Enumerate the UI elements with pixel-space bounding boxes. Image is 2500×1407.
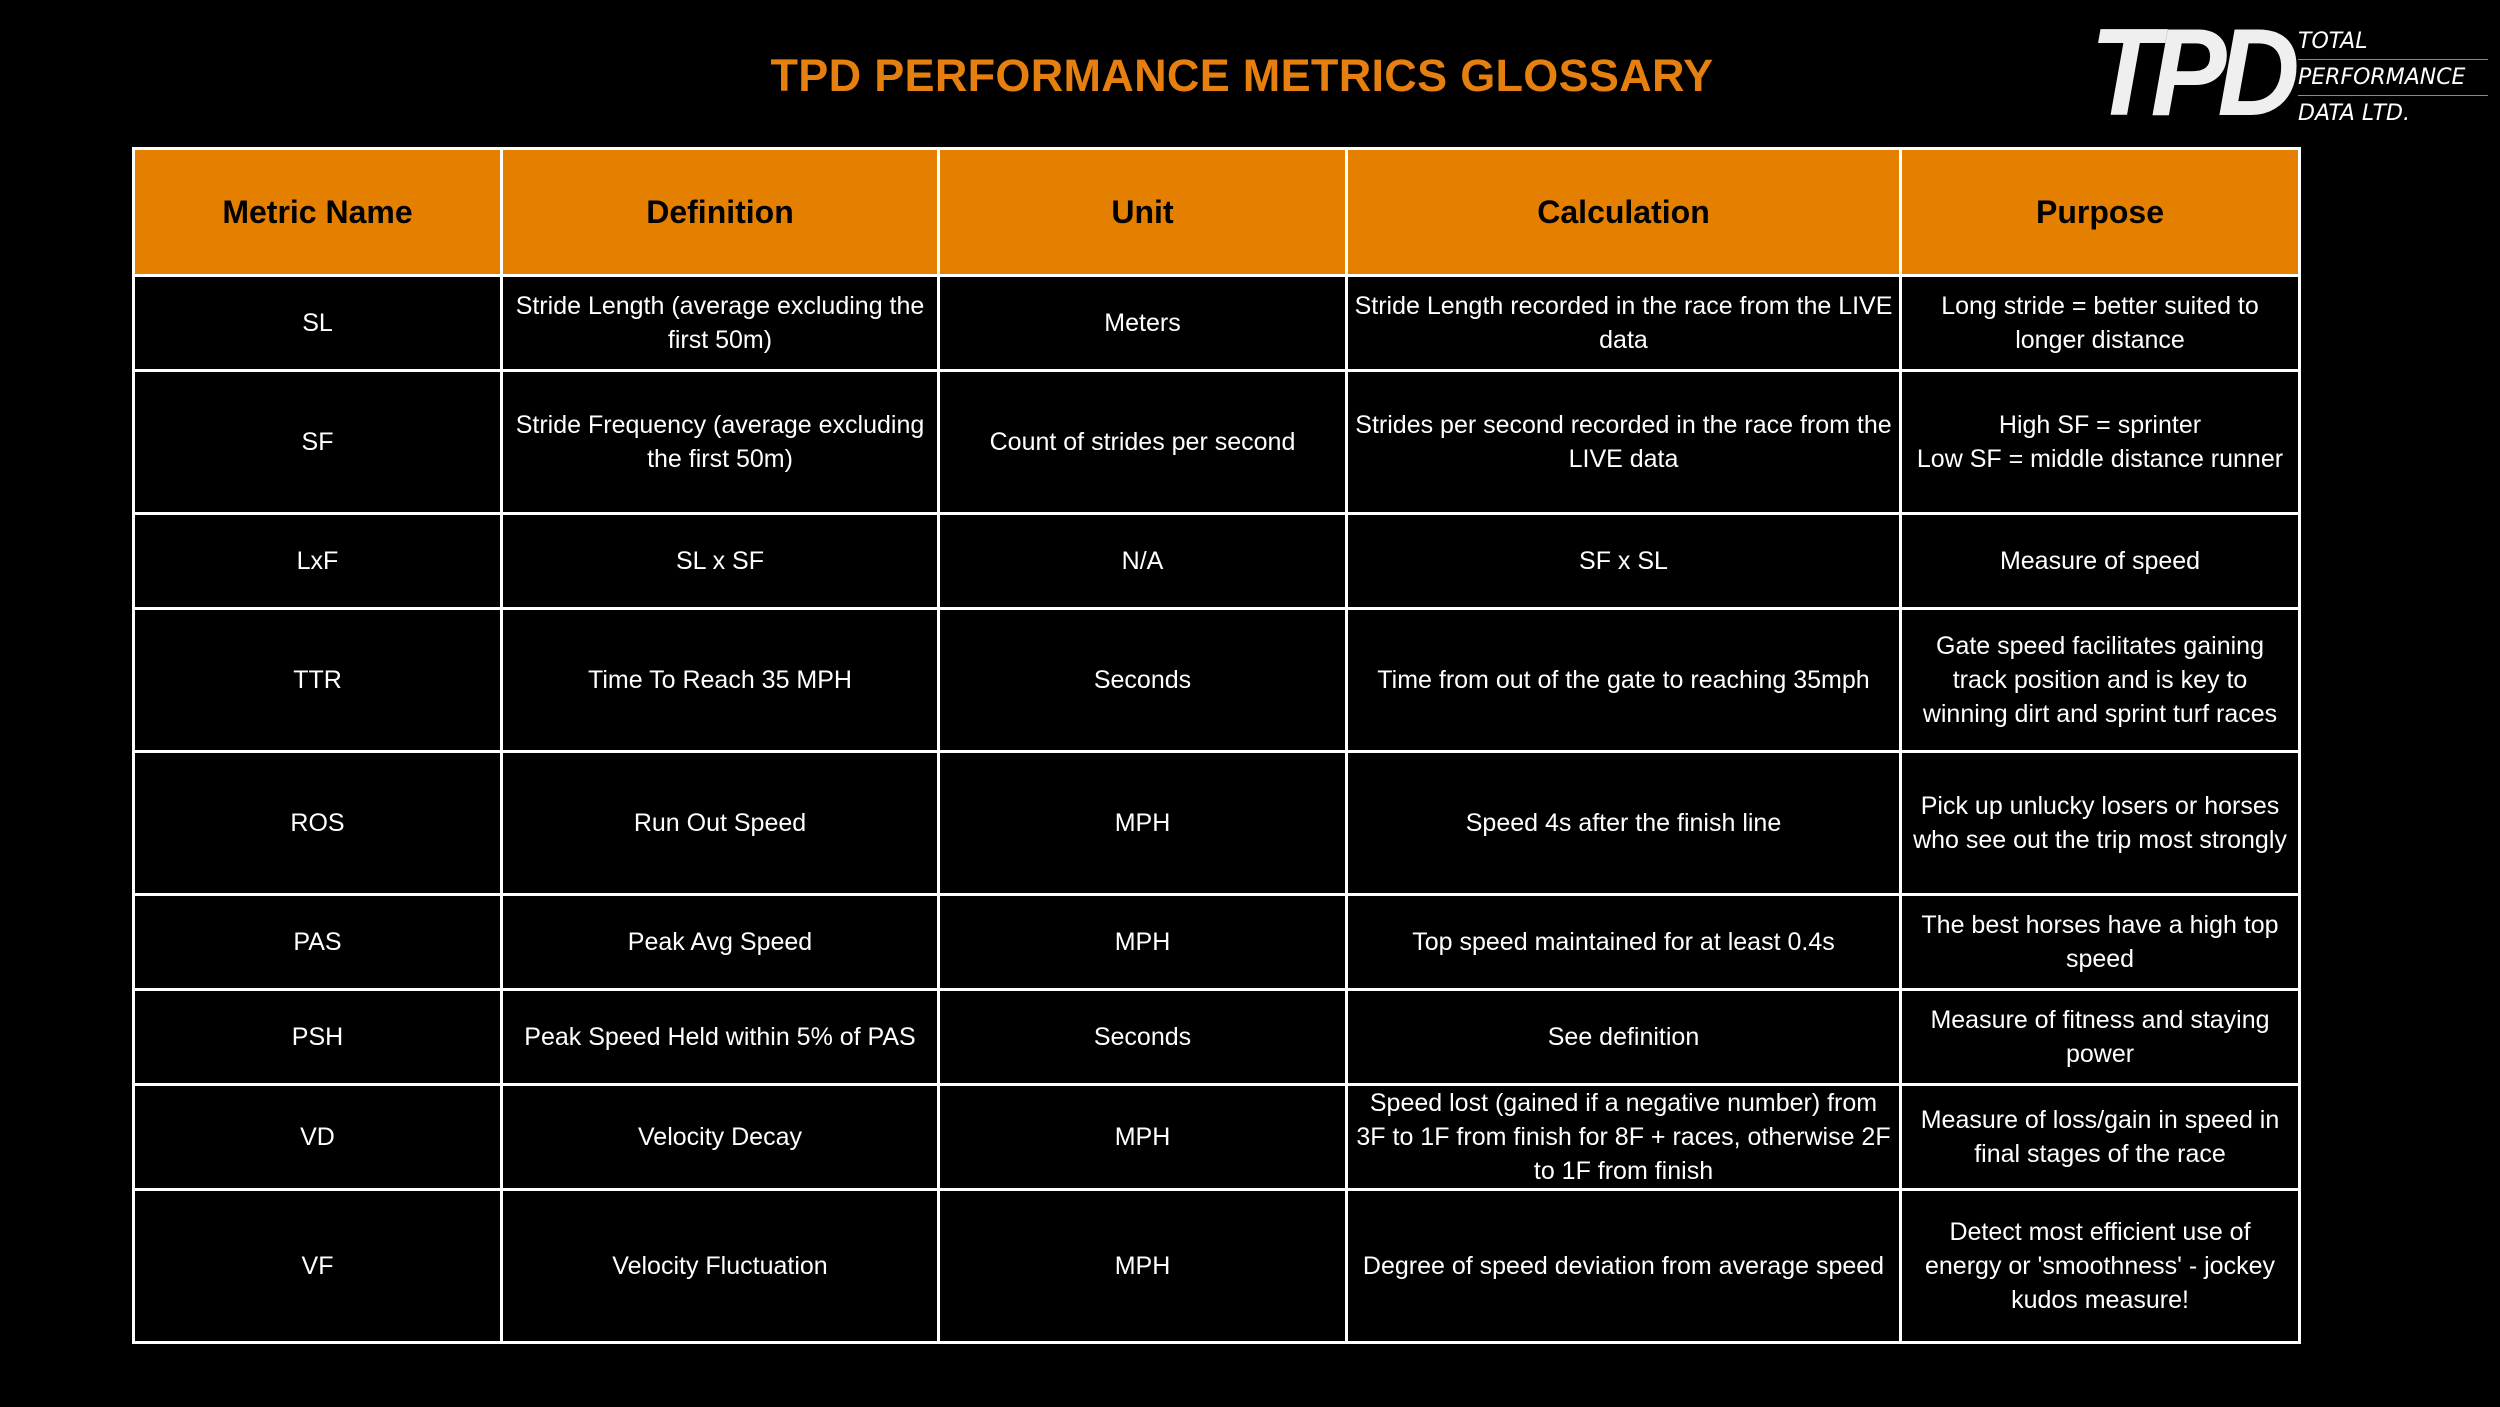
metric-name-cell: PSH (132, 988, 503, 1086)
purpose-cell: Measure of speed (1899, 512, 2301, 610)
column-header-purpose: Purpose (1899, 147, 2301, 277)
purpose-cell: Pick up unlucky losers or horses who see… (1899, 750, 2301, 896)
table-header-row: Metric Name Definition Unit Calculation … (132, 147, 2301, 277)
calculation-cell: Time from out of the gate to reaching 35… (1345, 607, 1902, 753)
unit-cell: Count of strides per second (937, 369, 1348, 515)
metric-name-cell: SL (132, 274, 503, 372)
definition-cell: Peak Speed Held within 5% of PAS (500, 988, 940, 1086)
definition-cell: SL x SF (500, 512, 940, 610)
column-header-definition: Definition (500, 147, 940, 277)
purpose-text: Detect most efficient use of energy or '… (1925, 1218, 2275, 1314)
purpose-cell: Detect most efficient use of energy or '… (1899, 1188, 2301, 1344)
metric-name-cell: VF (132, 1188, 503, 1344)
table-row: SF Stride Frequency (average excluding t… (132, 369, 2301, 515)
calculation-cell: Top speed maintained for at least 0.4s (1345, 893, 1902, 991)
table-row: PAS Peak Avg Speed MPH Top speed maintai… (132, 893, 2301, 991)
column-header-calculation: Calculation (1345, 147, 1902, 277)
tpd-logo: TPD TOTAL PERFORMANCE DATA LTD. (2090, 4, 2490, 142)
logo-line: PERFORMANCE (2298, 60, 2488, 96)
unit-cell: Meters (937, 274, 1348, 372)
unit-cell: Seconds (937, 607, 1348, 753)
unit-cell: N/A (937, 512, 1348, 610)
unit-cell: MPH (937, 750, 1348, 896)
purpose-cell: The best horses have a high top speed (1899, 893, 2301, 991)
definition-cell: Velocity Fluctuation (500, 1188, 940, 1344)
table-row: VF Velocity Fluctuation MPH Degree of sp… (132, 1188, 2301, 1344)
purpose-text: Measure of fitness and staying power (1930, 1006, 2270, 1068)
purpose-text: Measure of speed (1999, 547, 2201, 575)
calculation-cell: SF x SL (1345, 512, 1902, 610)
purpose-text: Pick up unlucky losers or horses who see… (1913, 792, 2287, 854)
table-row: SL Stride Length (average excluding the … (132, 274, 2301, 372)
metric-name-cell: VD (132, 1083, 503, 1191)
unit-cell: MPH (937, 1083, 1348, 1191)
purpose-cell: Gate speed facilitates gaining track pos… (1899, 607, 2301, 753)
calculation-cell: Speed 4s after the finish line (1345, 750, 1902, 896)
purpose-text: The best horses have a high top speed (1921, 911, 2279, 973)
table-row: VD Velocity Decay MPH Speed lost (gained… (132, 1083, 2301, 1191)
unit-cell: MPH (937, 893, 1348, 991)
column-header-unit: Unit (937, 147, 1348, 277)
logo-company-name: TOTAL PERFORMANCE DATA LTD. (2298, 24, 2488, 131)
purpose-text: Long stride = better suited to longer di… (1941, 292, 2259, 354)
metric-name-cell: PAS (132, 893, 503, 991)
calculation-cell: Speed lost (gained if a negative number)… (1345, 1083, 1902, 1191)
purpose-cell: Measure of loss/gain in speed in final s… (1899, 1083, 2301, 1191)
page-title: TPD PERFORMANCE METRICS GLOSSARY (770, 50, 1714, 101)
purpose-text: High SF = sprinter (1998, 411, 2202, 439)
purpose-cell: Long stride = better suited to longer di… (1899, 274, 2301, 372)
metric-name-cell: SF (132, 369, 503, 515)
table-row: ROS Run Out Speed MPH Speed 4s after the… (132, 750, 2301, 896)
definition-cell: Peak Avg Speed (500, 893, 940, 991)
metrics-glossary-table: Metric Name Definition Unit Calculation … (132, 147, 2301, 1344)
metric-name-cell: LxF (132, 512, 503, 610)
unit-cell: Seconds (937, 988, 1348, 1086)
calculation-cell: Stride Length recorded in the race from … (1345, 274, 1902, 372)
purpose-text: Measure of loss/gain in speed in final s… (1920, 1106, 2280, 1168)
logo-mark: TPD (2090, 4, 2300, 142)
definition-cell: Run Out Speed (500, 750, 940, 896)
logo-line: TOTAL (2298, 24, 2488, 60)
calculation-cell: Strides per second recorded in the race … (1345, 369, 1902, 515)
metric-name-cell: ROS (132, 750, 503, 896)
calculation-cell: See definition (1345, 988, 1902, 1086)
calculation-cell: Degree of speed deviation from average s… (1345, 1188, 1902, 1344)
definition-cell: Time To Reach 35 MPH (500, 607, 940, 753)
purpose-text: Gate speed facilitates gaining track pos… (1922, 632, 2278, 728)
purpose-text: Low SF = middle distance runner (1916, 445, 2284, 473)
table-row: TTR Time To Reach 35 MPH Seconds Time fr… (132, 607, 2301, 753)
purpose-cell: Measure of fitness and staying power (1899, 988, 2301, 1086)
logo-line: DATA LTD. (2298, 101, 2410, 126)
definition-cell: Stride Length (average excluding the fir… (500, 274, 940, 372)
table-row: PSH Peak Speed Held within 5% of PAS Sec… (132, 988, 2301, 1086)
definition-cell: Stride Frequency (average excluding the … (500, 369, 940, 515)
table-row: LxF SL x SF N/A SF x SL Measure of speed (132, 512, 2301, 610)
metric-name-cell: TTR (132, 607, 503, 753)
purpose-cell: High SF = sprinter Low SF = middle dista… (1899, 369, 2301, 515)
definition-cell: Velocity Decay (500, 1083, 940, 1191)
column-header-metric-name: Metric Name (132, 147, 503, 277)
unit-cell: MPH (937, 1188, 1348, 1344)
